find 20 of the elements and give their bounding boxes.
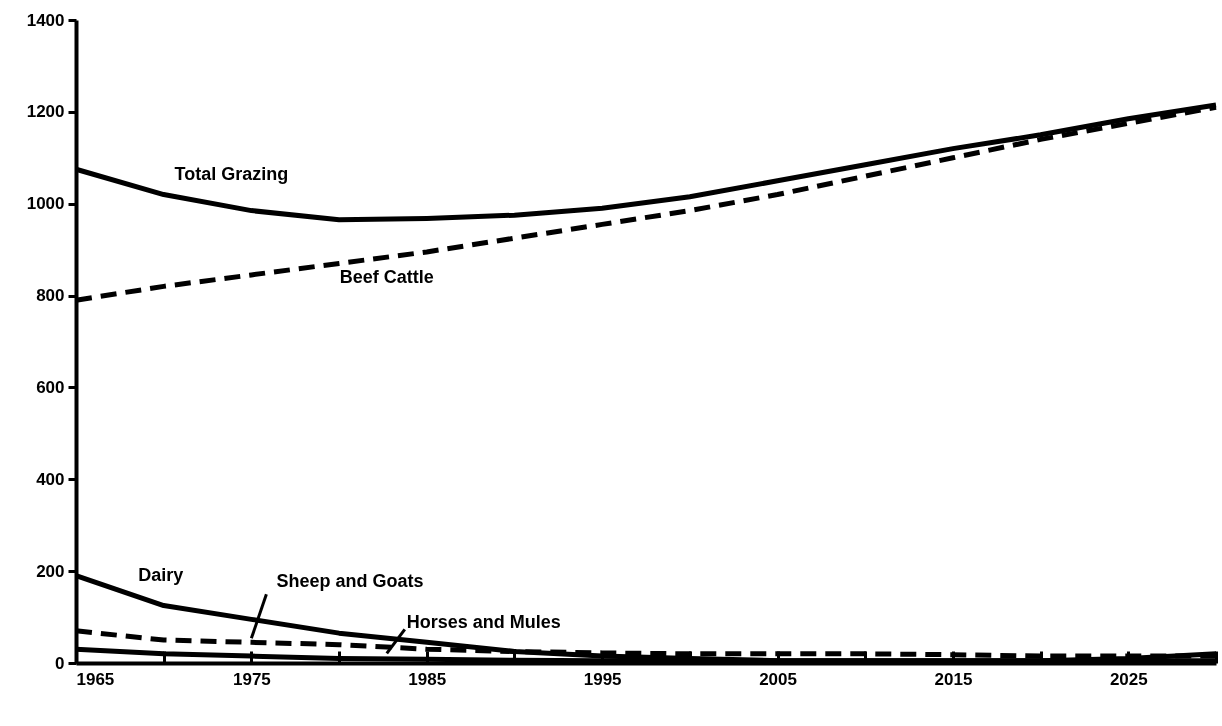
y-tick-label: 600: [36, 377, 65, 397]
series-label: Dairy: [138, 564, 184, 585]
y-tick-label: 1200: [26, 102, 65, 122]
x-tick-label: 2015: [934, 669, 973, 689]
x-tick-label: 2025: [1109, 669, 1148, 689]
series-label: Total Grazing: [174, 163, 289, 184]
series-label: Beef Cattle: [339, 266, 434, 287]
x-tick-label: 1985: [408, 669, 447, 689]
y-tick-label: 0: [55, 653, 65, 673]
x-tick-label: 1975: [232, 669, 271, 689]
x-tick-label: 2005: [759, 669, 797, 689]
y-tick-label: 400: [36, 469, 65, 489]
x-tick-label: 1965: [76, 669, 115, 689]
y-tick-label: 200: [36, 561, 65, 581]
y-tick-label: 1400: [26, 10, 65, 30]
text: Sheep and Goats: [276, 571, 424, 592]
y-tick-label: 800: [36, 286, 65, 306]
y-tick-label: 1000: [26, 194, 65, 214]
series-label: Horses and Mules: [406, 612, 561, 633]
x-tick-label: 1995: [583, 669, 622, 689]
